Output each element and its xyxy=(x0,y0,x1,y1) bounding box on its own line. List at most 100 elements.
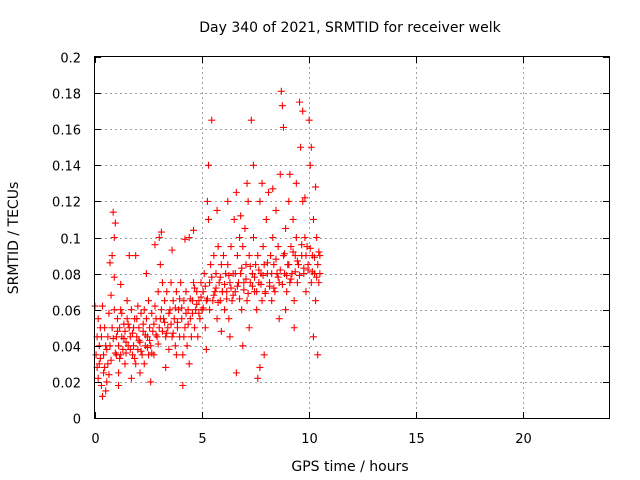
data-point xyxy=(243,179,251,187)
data-point xyxy=(236,234,244,241)
data-point xyxy=(311,253,319,261)
data-point xyxy=(109,335,117,343)
data-point xyxy=(315,279,323,287)
data-point xyxy=(202,297,210,305)
data-point xyxy=(289,248,297,256)
data-point xyxy=(102,387,110,395)
data-point xyxy=(115,382,123,390)
data-point xyxy=(132,252,140,260)
data-point xyxy=(242,275,250,283)
data-point xyxy=(124,320,132,328)
data-point xyxy=(110,273,118,281)
data-point xyxy=(261,289,269,297)
data-point xyxy=(203,295,211,303)
data-point xyxy=(307,279,315,287)
data-point xyxy=(111,219,119,227)
data-point xyxy=(233,282,241,290)
data-point xyxy=(172,288,180,296)
data-point xyxy=(271,288,279,296)
data-points xyxy=(91,87,324,400)
data-point xyxy=(299,197,307,205)
data-point xyxy=(229,291,237,299)
data-point xyxy=(201,324,209,332)
data-point xyxy=(308,268,316,276)
data-point xyxy=(162,363,170,371)
data-point xyxy=(241,224,249,232)
data-point xyxy=(207,261,215,269)
data-point xyxy=(168,246,176,254)
data-point xyxy=(139,327,147,335)
data-point xyxy=(226,333,234,341)
data-point xyxy=(257,280,265,288)
data-point xyxy=(233,252,241,260)
y-tick-label: 0.02 xyxy=(52,377,81,392)
data-point xyxy=(151,241,159,249)
data-point xyxy=(140,306,148,314)
data-point xyxy=(184,320,192,328)
data-point xyxy=(253,288,261,296)
data-point xyxy=(199,304,207,312)
data-point xyxy=(156,315,164,323)
data-point xyxy=(162,333,170,341)
x-tick-label: 0 xyxy=(91,432,99,447)
data-point xyxy=(263,259,271,267)
data-point xyxy=(198,306,206,314)
data-point xyxy=(197,279,205,287)
data-point xyxy=(105,309,113,317)
data-point xyxy=(299,107,307,115)
data-point xyxy=(215,279,223,287)
data-point xyxy=(122,349,130,357)
data-point xyxy=(190,226,198,234)
data-point xyxy=(191,324,199,332)
data-point xyxy=(134,302,142,310)
data-point xyxy=(122,338,130,346)
data-point xyxy=(238,264,246,272)
data-point xyxy=(287,275,295,283)
data-point xyxy=(307,143,315,151)
data-point xyxy=(197,293,205,301)
data-point xyxy=(169,329,177,337)
data-point xyxy=(180,297,188,305)
data-point xyxy=(282,306,290,314)
data-point xyxy=(217,261,225,269)
y-tick-label: 0.06 xyxy=(52,305,81,320)
data-point xyxy=(232,188,240,196)
data-point xyxy=(136,338,144,346)
data-point xyxy=(113,327,121,335)
data-point xyxy=(182,309,190,317)
data-point xyxy=(269,185,277,193)
data-point xyxy=(126,333,134,341)
data-point xyxy=(135,336,143,344)
data-point xyxy=(232,369,240,377)
data-point xyxy=(231,270,239,278)
data-point xyxy=(150,320,158,328)
data-point xyxy=(221,306,229,314)
data-point xyxy=(210,252,218,260)
data-point xyxy=(153,333,161,341)
data-point xyxy=(116,324,124,332)
data-point xyxy=(195,297,203,305)
data-point xyxy=(278,280,286,288)
data-point xyxy=(245,252,253,260)
data-point xyxy=(208,116,216,124)
data-point xyxy=(107,291,115,299)
data-point xyxy=(260,261,268,269)
data-point xyxy=(135,324,143,332)
data-point xyxy=(127,306,135,314)
x-tick-label: 15 xyxy=(408,432,425,447)
data-point xyxy=(188,309,196,317)
x-tick-label: 10 xyxy=(301,432,318,447)
data-point xyxy=(158,327,166,335)
data-point xyxy=(148,349,156,357)
data-point xyxy=(270,261,278,269)
data-point xyxy=(242,261,250,269)
data-point xyxy=(97,333,105,341)
data-point xyxy=(128,329,136,337)
data-point xyxy=(302,288,310,296)
data-point xyxy=(110,306,118,314)
data-point xyxy=(109,208,117,216)
data-point xyxy=(255,266,263,274)
data-point xyxy=(119,345,127,353)
data-point xyxy=(156,261,164,269)
data-point xyxy=(133,315,141,323)
